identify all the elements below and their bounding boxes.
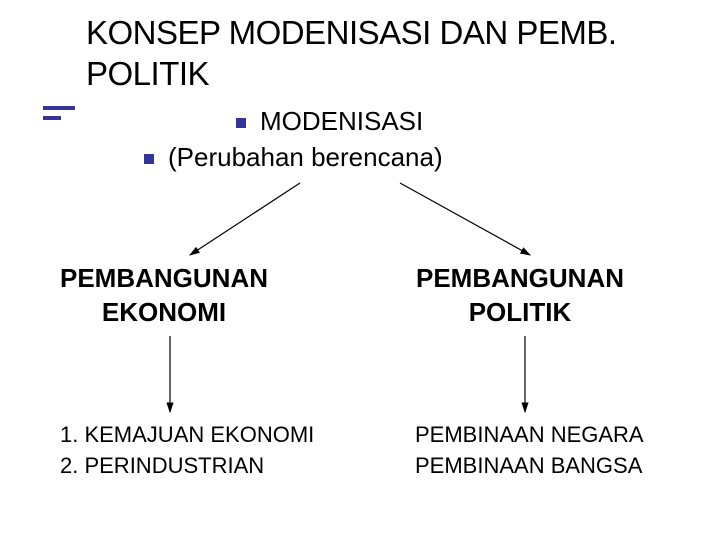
bullet-text-2: (Perubahan berencana) [168,142,443,172]
square-bullet-icon [236,118,246,128]
left-branch-heading: PEMBANGUNAN EKONOMI [60,262,268,330]
left-heading-line1: PEMBANGUNAN [60,262,268,296]
right-item-1: PEMBINAAN NEGARA [415,420,644,451]
left-branch-items: 1. KEMAJUAN EKONOMI 2. PERINDUSTRIAN [60,420,314,482]
right-heading-line1: PEMBANGUNAN [416,262,624,296]
right-heading-line2: POLITIK [416,296,624,330]
left-item-1: 1. KEMAJUAN EKONOMI [60,420,314,451]
right-item-2: PEMBINAAN BANGSA [415,451,644,482]
right-branch-heading: PEMBANGUNAN POLITIK [416,262,624,330]
right-branch-items: PEMBINAAN NEGARA PEMBINAAN BANGSA [415,420,644,482]
slide-title: KONSEP MODENISASI DAN PEMB. POLITIK [86,12,710,95]
left-heading-line2: EKONOMI [60,296,268,330]
left-item-2: 2. PERINDUSTRIAN [60,451,314,482]
title-accent-bar-short [43,116,61,120]
bullet-line-2: (Perubahan berencana) [144,142,443,173]
square-bullet-icon [144,154,154,164]
title-accent-bar [43,106,75,110]
bullet-text-1: MODENISASI [260,106,423,136]
bullet-line-1: MODENISASI [236,106,423,137]
